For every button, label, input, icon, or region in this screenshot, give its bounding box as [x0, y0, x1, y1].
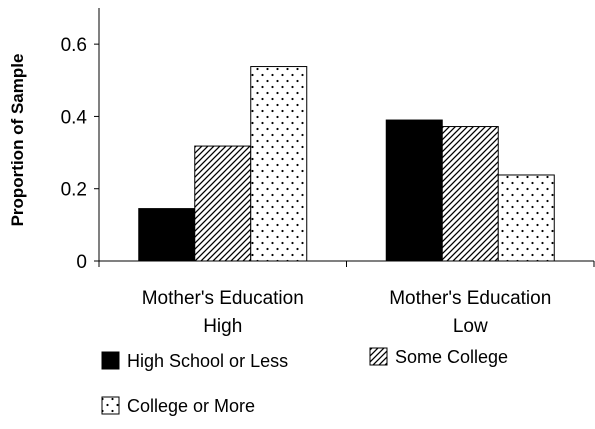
y-axis-ticks: 0 0.2 0.4 0.6	[61, 35, 99, 273]
category-labels: Mother's Education High Mother's Education…	[142, 288, 552, 337]
bar-dots	[250, 66, 308, 262]
legend-swatch-diagonal-hatch	[369, 347, 388, 366]
bar-solid	[138, 208, 196, 262]
y-tick-label: 0.6	[61, 35, 87, 56]
x-category-label: Mother's Education	[142, 288, 304, 309]
legend-label: Some College	[395, 347, 508, 367]
y-tick-label: 0.4	[61, 107, 88, 128]
x-category-label: Mother's Education	[389, 288, 551, 309]
legend-swatch-solid	[101, 351, 120, 370]
y-tick-label: 0	[76, 252, 87, 273]
y-axis-label: Proportion of Sample	[8, 54, 27, 227]
bar-solid	[385, 119, 443, 262]
axes	[98, 8, 595, 267]
legend-swatch-dots	[101, 396, 120, 415]
x-category-label: Low	[453, 316, 488, 337]
bar-diagonal-hatch	[194, 145, 252, 262]
x-category-label: High	[203, 316, 242, 337]
legend: High School or Less Some College College o…	[101, 347, 508, 416]
bars	[138, 66, 555, 262]
legend-label: High School or Less	[127, 351, 288, 371]
legend-label: College or More	[127, 396, 255, 416]
bar-diagonal-hatch	[441, 126, 499, 262]
y-tick-label: 0.2	[61, 180, 87, 201]
bar-dots	[497, 174, 555, 262]
